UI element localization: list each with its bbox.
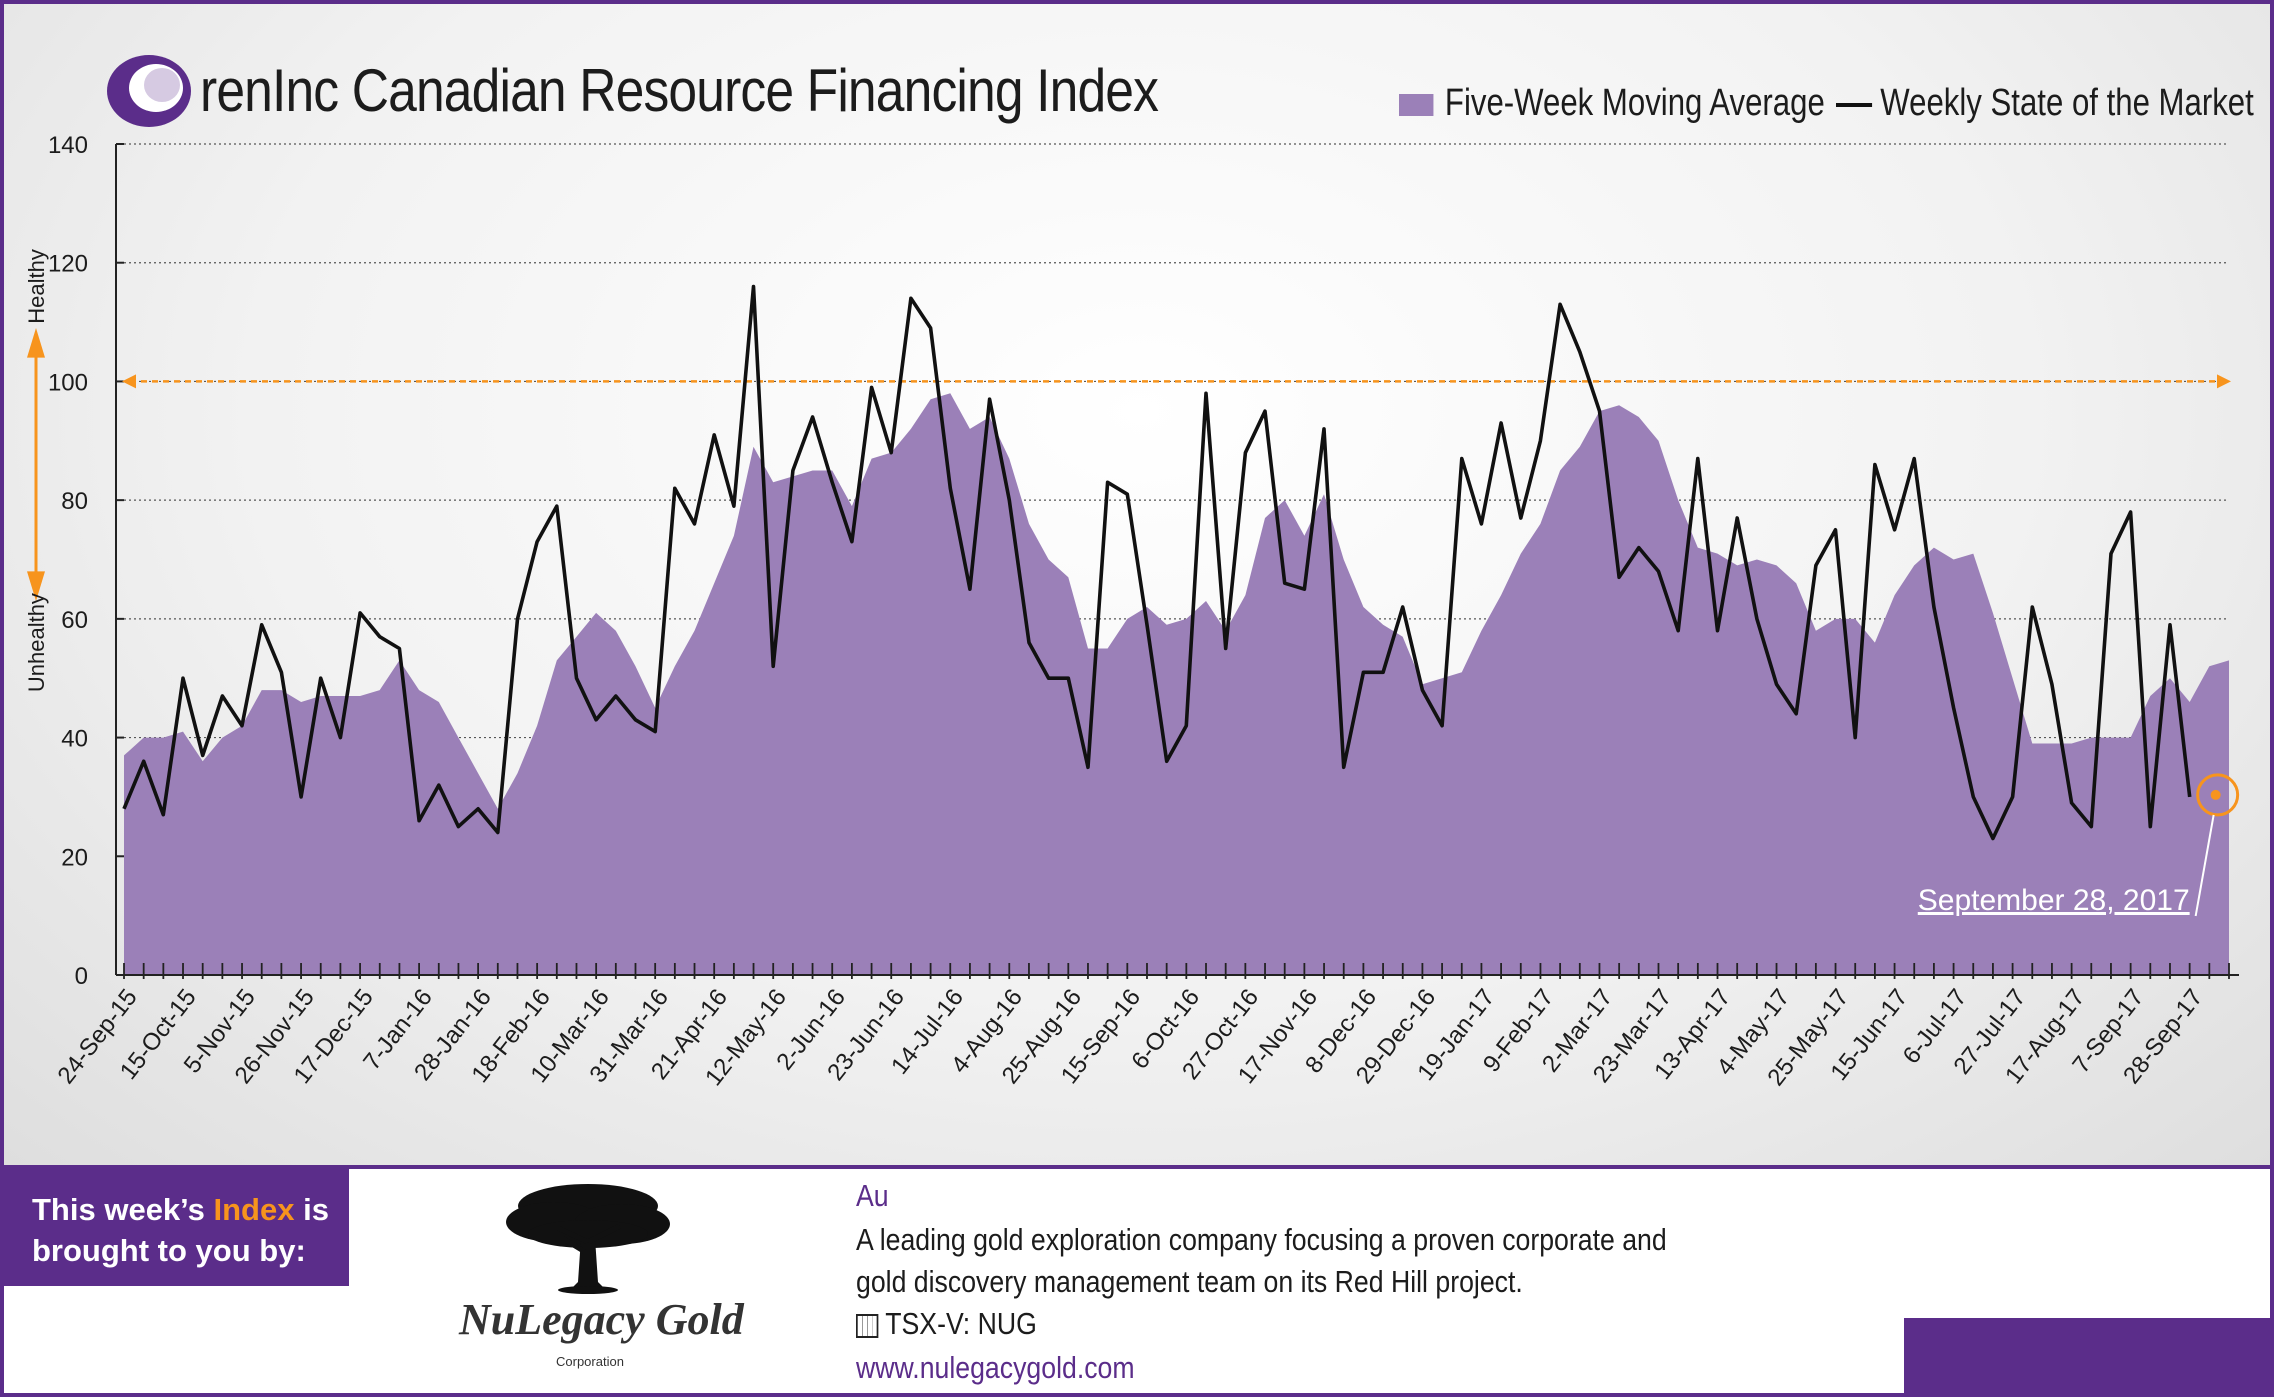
moving-average-area	[124, 393, 2229, 975]
legend-area-swatch	[1399, 93, 1434, 116]
threshold-right-arrow-icon	[2217, 374, 2231, 389]
y-tick-label: 20	[61, 844, 88, 871]
legend-avg-label: Five-Week Moving Average	[1444, 82, 1825, 124]
chart-title: renInc Canadian Resource Financing Index	[200, 57, 1159, 124]
y-tick-label: 0	[75, 963, 88, 990]
legend-line-swatch	[1836, 102, 1873, 107]
sponsor-strip	[4, 1165, 2270, 1393]
sponsor-description-line2: gold discovery management team on its Re…	[856, 1264, 1523, 1299]
sponsor-url-link[interactable]: www.nulegacygold.com	[856, 1350, 1135, 1385]
y-tick-label: 120	[48, 251, 88, 278]
sponsor-intro-box: This week’s Index is brought to you by:	[4, 1169, 349, 1286]
sponsor-intro-post: is brought to you by:	[32, 1192, 329, 1268]
y-label-healthy: Healthy	[24, 249, 49, 324]
legend-weekly-label: Weekly State of the Market	[1880, 82, 2254, 124]
annotation-leader-line	[2194, 814, 2215, 917]
y-tick-label: 80	[61, 488, 88, 515]
stock-chart-icon	[856, 1313, 879, 1338]
tree-logo-icon	[506, 1184, 670, 1294]
sponsor-symbol: Au	[856, 1178, 889, 1213]
sponsor-company-name: NuLegacy Gold	[459, 1295, 744, 1344]
index-chart: 020406080100120140HealthyUnhealthy24-Sep…	[24, 132, 2240, 1091]
legend-weekly-state: Weekly State of the Market	[1836, 82, 2254, 125]
latest-point-ring	[2196, 773, 2240, 817]
sponsor-intro-highlight: Index	[213, 1192, 295, 1227]
arrow-down-icon	[27, 571, 45, 602]
weekly-state-line	[122, 284, 2192, 841]
sponsor-ticker-text: TSX-V: NUG	[885, 1306, 1037, 1341]
y-tick-label: 40	[61, 726, 88, 753]
sponsor-ticker: TSX-V: NUG	[856, 1306, 1037, 1342]
legend-moving-average: Five-Week Moving Average	[1399, 82, 1825, 125]
latest-point-dot	[2210, 789, 2221, 800]
y-tick-label: 100	[48, 369, 88, 396]
sponsor-intro-pre: This week’s	[32, 1192, 214, 1227]
corner-accent	[1904, 1318, 2270, 1393]
y-tick-label: 140	[48, 132, 88, 159]
oreninc-logo-icon	[107, 55, 191, 127]
sponsor-company-sub: Corporation	[556, 1354, 624, 1369]
y-label-unhealthy: Unhealthy	[24, 593, 49, 692]
chart-panel: 0 20 40 60 80 100 120 140 Healthy Unhealthy 24-Sep…	[4, 4, 2270, 1169]
sponsor-description-line1: A leading gold exploration company focus…	[856, 1222, 1667, 1257]
threshold-left-arrow-icon	[122, 374, 136, 389]
arrow-up-icon	[27, 328, 45, 358]
y-tick-label: 60	[61, 607, 88, 634]
annotation-date: September 28, 2017	[1918, 884, 2190, 917]
